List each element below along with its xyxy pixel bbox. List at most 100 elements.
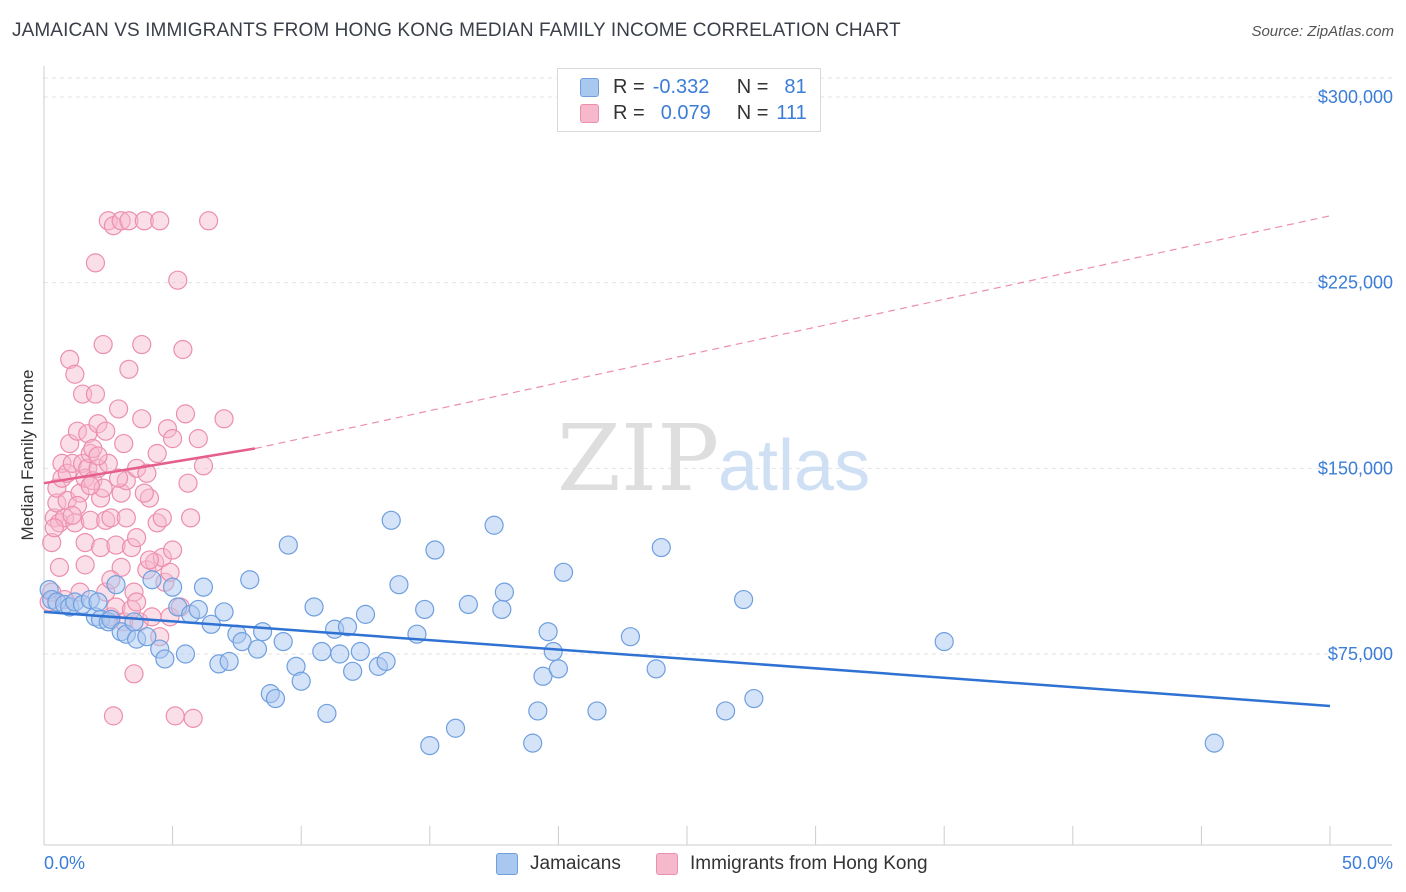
hong-kong-point-15 bbox=[62, 453, 82, 473]
hong-kong-point-50 bbox=[111, 483, 131, 503]
jamaican-point-74 bbox=[651, 537, 671, 558]
hong-kong-point-110 bbox=[80, 476, 100, 496]
watermark-zip: ZIP bbox=[557, 405, 719, 512]
hong-kong-point-86 bbox=[181, 508, 201, 528]
jamaican-point-41 bbox=[291, 671, 311, 691]
tick-labels: $75,000 $150,000 $225,000 $300,000 0.0% 50.0% bbox=[44, 87, 1393, 873]
hong-kong-point-16 bbox=[65, 364, 85, 384]
jamaican-point-63 bbox=[494, 582, 514, 602]
trend-lines bbox=[43, 215, 1331, 708]
gridlines bbox=[44, 77, 1392, 655]
hong-kong-point-46 bbox=[106, 535, 126, 555]
legend-n-label: N = bbox=[736, 75, 769, 98]
legend-r-label: R = bbox=[613, 101, 645, 124]
x-tick-label-max: 50.0% bbox=[1342, 853, 1393, 873]
jamaican-point-26 bbox=[193, 577, 214, 597]
hong-kong-point-30 bbox=[85, 384, 106, 404]
legend-row-jamaicans: R = -0.332 N = 81 bbox=[580, 75, 807, 99]
hong-kong-point-9 bbox=[52, 453, 72, 473]
axes bbox=[43, 66, 1392, 846]
hong-kong-point-83 bbox=[173, 339, 193, 360]
hong-kong-point-79 bbox=[163, 540, 183, 560]
jamaican-point-68 bbox=[543, 641, 563, 662]
hong-kong-point-97 bbox=[108, 468, 129, 488]
hong-kong-point-5 bbox=[47, 478, 67, 498]
hong-kong-point-7 bbox=[49, 557, 70, 577]
jamaican-point-62 bbox=[492, 599, 512, 620]
jamaican-point-47 bbox=[337, 617, 358, 637]
jamaican-point-49 bbox=[350, 641, 370, 662]
jamaican-point-23 bbox=[175, 644, 196, 664]
jamaican-point-57 bbox=[420, 735, 440, 756]
hong-kong-point-54 bbox=[116, 471, 136, 491]
x-tick-label-min: 0.0% bbox=[44, 853, 85, 873]
hong-kong-point-76 bbox=[157, 419, 178, 439]
hong-kong-point-35 bbox=[90, 537, 111, 558]
watermark-atlas: atlas bbox=[718, 426, 870, 506]
jamaican-point-20 bbox=[155, 649, 175, 669]
hong-kong-trend-extension bbox=[254, 215, 1331, 450]
jamaican-point-43 bbox=[312, 641, 332, 662]
jamaican-point-79 bbox=[1204, 733, 1224, 753]
y-tick-label-3: $300,000 bbox=[1318, 87, 1393, 107]
jamaican-point-33 bbox=[240, 570, 260, 590]
hong-kong-points bbox=[39, 211, 234, 728]
legend-n-label: N = bbox=[736, 101, 769, 124]
jamaican-point-64 bbox=[523, 733, 543, 753]
jamaican-point-18 bbox=[142, 570, 162, 590]
jamaican-point-32 bbox=[232, 632, 252, 652]
jamaican-point-21 bbox=[163, 577, 183, 597]
jamaican-point-52 bbox=[376, 651, 396, 672]
watermark: ZIP atlas bbox=[557, 405, 870, 512]
hong-kong-point-14 bbox=[60, 349, 80, 370]
jamaican-point-9 bbox=[88, 592, 108, 612]
jamaican-point-53 bbox=[381, 510, 401, 530]
hong-kong-point-36 bbox=[93, 334, 113, 355]
hong-kong-point-87 bbox=[183, 708, 203, 728]
jamaican-point-50 bbox=[355, 604, 376, 624]
jamaican-point-59 bbox=[445, 718, 466, 738]
hong-kong-point-56 bbox=[119, 359, 139, 379]
hong-kong-point-92 bbox=[44, 518, 64, 538]
hong-kong-point-65 bbox=[134, 211, 154, 231]
hong-kong-point-24 bbox=[75, 532, 95, 553]
jamaican-point-67 bbox=[538, 622, 558, 642]
jamaican-point-60 bbox=[458, 594, 478, 615]
hong-kong-point-63 bbox=[132, 334, 152, 355]
hong-kong-point-84 bbox=[175, 404, 196, 424]
hong-kong-point-57 bbox=[121, 537, 142, 558]
bottom-legend-hong-kong[interactable]: Immigrants from Hong Kong bbox=[656, 851, 928, 877]
hong-kong-point-80 bbox=[165, 706, 185, 726]
hong-kong-point-89 bbox=[193, 456, 214, 476]
hong-kong-point-2 bbox=[42, 532, 62, 553]
bottom-legend-jamaicans[interactable]: Jamaicans bbox=[496, 851, 621, 877]
source-label: Source: ZipAtlas.com bbox=[1251, 23, 1394, 40]
hong-kong-point-31 bbox=[85, 253, 106, 273]
hong-kong-point-27 bbox=[80, 443, 100, 464]
legend-n-value-jamaicans: 81 bbox=[784, 75, 807, 98]
hong-kong-point-44 bbox=[103, 706, 124, 726]
jamaican-points bbox=[39, 510, 1224, 756]
jamaican-point-37 bbox=[265, 688, 286, 709]
hong-kong-point-58 bbox=[124, 664, 144, 684]
jamaican-point-78 bbox=[934, 632, 954, 652]
jamaican-point-70 bbox=[553, 562, 574, 582]
jamaican-point-65 bbox=[528, 701, 548, 721]
jamaican-point-58 bbox=[425, 540, 445, 560]
jamaicans-trend-line bbox=[43, 610, 1331, 708]
hong-kong-point-91 bbox=[214, 409, 234, 429]
jamaican-point-54 bbox=[389, 575, 409, 595]
legend-swatch-blue bbox=[580, 77, 599, 97]
hong-kong-point-32 bbox=[88, 414, 108, 434]
y-tick-label-2: $225,000 bbox=[1318, 273, 1393, 293]
legend-r-value-hong-kong: 0.079 bbox=[660, 101, 711, 124]
hong-kong-point-99 bbox=[134, 483, 154, 503]
legend-n-value-hong-kong: 111 bbox=[776, 101, 807, 124]
hong-kong-point-69 bbox=[142, 607, 162, 627]
hong-kong-point-61 bbox=[126, 528, 147, 548]
jamaican-point-25 bbox=[188, 599, 208, 620]
hong-kong-point-28 bbox=[80, 510, 100, 530]
jamaican-point-66 bbox=[533, 666, 553, 686]
jamaican-point-42 bbox=[304, 597, 324, 617]
